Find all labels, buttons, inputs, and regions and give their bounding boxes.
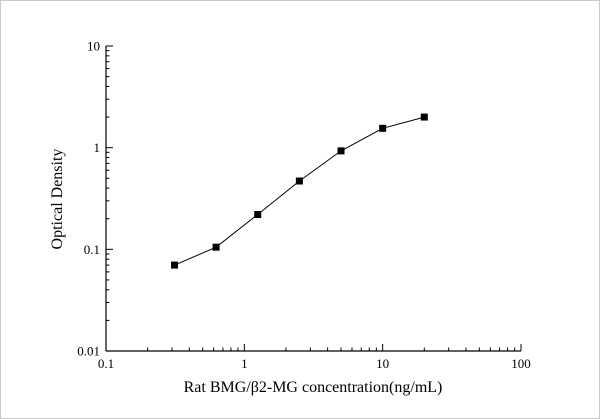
series-line <box>174 116 425 266</box>
y-tick-label: 0.01 <box>77 344 100 359</box>
data-point-marker <box>212 243 220 251</box>
y-tick-label: 1 <box>94 140 101 155</box>
y-tick-label: 10 <box>87 39 100 54</box>
x-tick-label: 0.1 <box>98 356 114 371</box>
data-point-marker <box>337 147 345 155</box>
x-tick-label: 10 <box>376 356 389 371</box>
y-tick-label: 0.1 <box>84 242 100 257</box>
data-point-marker <box>295 177 303 185</box>
y-axis-label: Optical Density <box>49 149 66 250</box>
data-point-marker <box>420 113 428 121</box>
data-point-marker <box>379 124 387 132</box>
data-point-marker <box>171 261 179 269</box>
x-axis-label: Rat BMG/β2-MG concentration(ng/mL) <box>184 379 443 396</box>
x-tick-label: 1 <box>241 356 248 371</box>
x-tick-label: 100 <box>511 356 531 371</box>
data-point-marker <box>254 211 262 219</box>
